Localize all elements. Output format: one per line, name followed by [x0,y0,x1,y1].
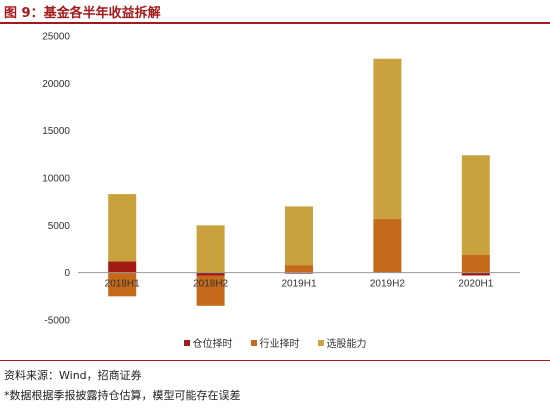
y-tick-label: 0 [64,268,70,279]
bar-segment [108,261,137,273]
legend-swatch [317,339,324,346]
figure-title: 图 9：基金各半年收益拆解 [4,6,161,21]
bar-segment [373,58,402,219]
bar-segment [373,218,402,273]
legend-item: 行业择时 [250,335,300,350]
bar-segment [196,272,225,276]
bar-segment [108,194,137,262]
category-label: 2018H1 [105,279,140,290]
bar-segment [461,272,490,276]
y-tick-label: 10000 [42,174,70,185]
legend-swatch [183,339,190,346]
y-tick-label: -5000 [44,316,70,327]
category-label: 2020H1 [458,279,493,290]
title-rule [0,22,550,24]
legend-label: 仓位择时 [192,339,233,350]
y-tick-label: 20000 [42,79,70,90]
bottom-rule [0,360,550,361]
legend-item: 仓位择时 [183,335,233,350]
y-tick-label: 5000 [48,221,71,232]
legend-label: 行业择时 [259,339,300,350]
bar-segment [285,265,313,273]
source-text: 资料来源：Wind，招商证券 [4,369,142,382]
y-tick-label: 25000 [42,32,70,43]
bar-segment [461,155,490,255]
y-tick-label: 15000 [42,126,70,137]
bar-segment [108,272,137,297]
stacked-bar-chart: -5000 0 5000 10000 15000 20000 25000 2018H1 2018… [42,32,520,327]
note-text: *数据根据季报披露持仓估算，模型可能存在误差 [4,389,241,402]
category-label: 2018H2 [193,279,228,290]
bar-segment [285,272,313,274]
legend-item: 选股能力 [317,335,367,350]
category-label: 2019H2 [370,279,405,290]
category-label: 2019H1 [281,279,316,290]
legend-label: 选股能力 [326,339,367,350]
bar-segment [196,275,225,306]
legend: 仓位择时 行业择时 选股能力 [0,335,550,350]
bar-segment [285,206,313,266]
legend-swatch [250,339,257,346]
bar-segment [196,225,225,273]
bar-segment [461,254,490,273]
